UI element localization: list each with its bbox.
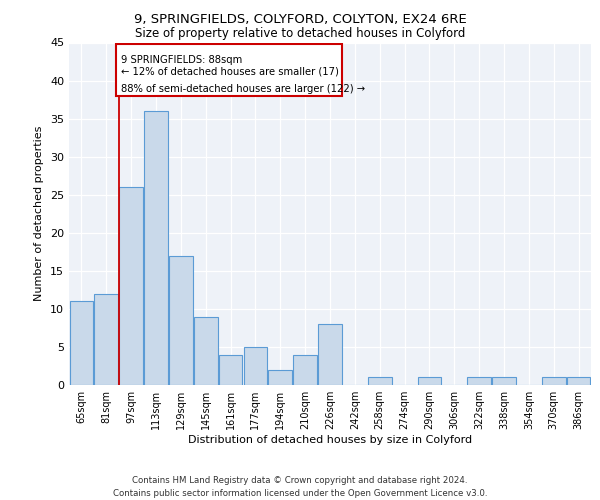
Bar	[119, 187, 143, 385]
Bar	[492, 378, 516, 385]
Bar	[244, 347, 267, 385]
Text: 88% of semi-detached houses are larger (122) →: 88% of semi-detached houses are larger (…	[121, 84, 365, 94]
Bar	[144, 111, 168, 385]
Bar	[567, 378, 590, 385]
Y-axis label: Number of detached properties: Number of detached properties	[34, 126, 44, 302]
Text: 9, SPRINGFIELDS, COLYFORD, COLYTON, EX24 6RE: 9, SPRINGFIELDS, COLYFORD, COLYTON, EX24…	[134, 12, 466, 26]
Bar	[293, 354, 317, 385]
Bar	[268, 370, 292, 385]
X-axis label: Distribution of detached houses by size in Colyford: Distribution of detached houses by size …	[188, 435, 472, 445]
Bar	[542, 378, 566, 385]
Bar	[318, 324, 342, 385]
FancyBboxPatch shape	[116, 44, 343, 96]
Text: Size of property relative to detached houses in Colyford: Size of property relative to detached ho…	[135, 28, 465, 40]
Bar	[219, 354, 242, 385]
Bar	[418, 378, 441, 385]
Text: ← 12% of detached houses are smaller (17): ← 12% of detached houses are smaller (17…	[121, 67, 339, 77]
Bar	[467, 378, 491, 385]
Bar	[169, 256, 193, 385]
Bar	[70, 302, 93, 385]
Bar	[194, 316, 218, 385]
Text: Contains HM Land Registry data © Crown copyright and database right 2024.
Contai: Contains HM Land Registry data © Crown c…	[113, 476, 487, 498]
Bar	[368, 378, 392, 385]
Text: 9 SPRINGFIELDS: 88sqm: 9 SPRINGFIELDS: 88sqm	[121, 56, 242, 66]
Bar	[94, 294, 118, 385]
